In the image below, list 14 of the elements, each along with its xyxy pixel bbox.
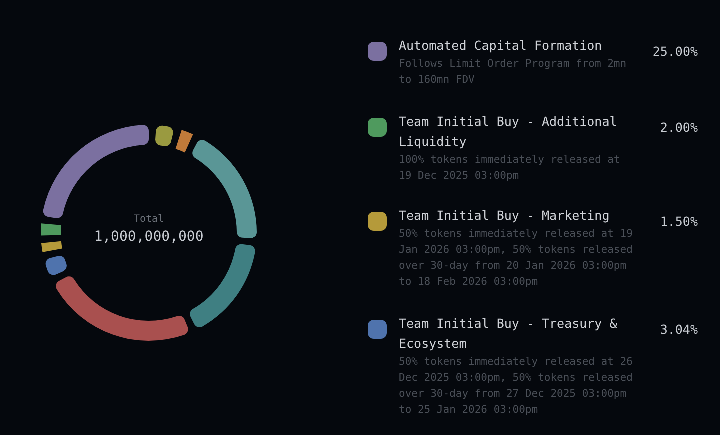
legend-label: Automated Capital Formation xyxy=(399,37,604,55)
text: Follows Limit Order Program from 2mn to 160mn FDV xyxy=(399,57,628,88)
legend-label: Team Initial Buy - Marketing xyxy=(399,207,611,225)
data-label: 1.50% xyxy=(660,214,698,229)
text: 50% tokens immediately released at 19 Jan 2026 03:00pm, 50% tokens released over 30-day from 20 Jan 2026 03:00pm to 18 Feb 2026 03:00pm xyxy=(399,227,634,290)
legend-label: Team Initial Buy - Additional Liquidity xyxy=(399,113,618,151)
text: 50% tokens immediately released at 26 Dec 2025 03:00pm, 50% tokens released over 30-day from 27 Dec 2025 03:00pm to 25 Jan 2026 03:00pm xyxy=(399,355,634,418)
data-label: 25.00% xyxy=(652,44,698,59)
legend-label: Team Initial Buy - Treasury & Ecosystem xyxy=(399,315,618,353)
text: 1,000,000,000 xyxy=(93,229,205,245)
text: 100% tokens immediately released at 19 Dec 2025 03:00pm xyxy=(399,153,622,184)
data-label: 3.04% xyxy=(660,322,698,337)
data-label: 2.00% xyxy=(660,120,698,135)
text: Total xyxy=(132,214,166,225)
